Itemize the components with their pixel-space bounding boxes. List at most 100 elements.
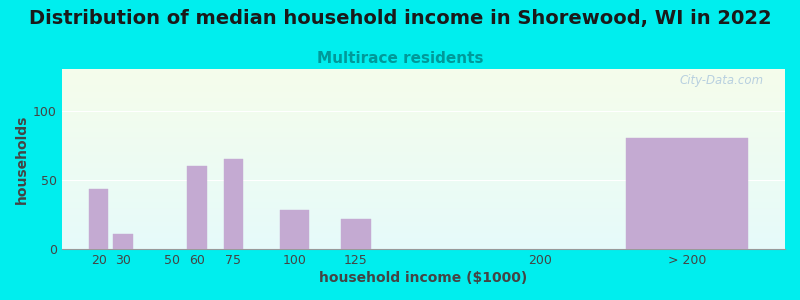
Bar	[62, 245, 785, 247]
Bar	[62, 83, 785, 85]
Bar	[342, 218, 370, 249]
Bar	[62, 71, 785, 73]
Text: Multirace residents: Multirace residents	[317, 51, 483, 66]
Bar	[62, 96, 785, 98]
Bar	[62, 73, 785, 74]
Bar	[62, 186, 785, 188]
Bar	[62, 231, 785, 233]
Bar	[62, 179, 785, 181]
Bar	[62, 143, 785, 145]
Bar	[62, 137, 785, 139]
Bar	[62, 82, 785, 83]
Bar	[62, 150, 785, 152]
Bar	[62, 80, 785, 82]
Bar	[62, 87, 785, 89]
Bar	[62, 168, 785, 170]
Bar	[62, 89, 785, 91]
Bar	[62, 110, 785, 112]
Bar	[62, 235, 785, 236]
Bar	[62, 154, 785, 155]
Bar	[62, 227, 785, 229]
Bar	[62, 76, 785, 78]
Bar	[62, 247, 785, 249]
Bar	[62, 85, 785, 87]
Bar	[62, 78, 785, 80]
Bar	[62, 242, 785, 244]
Bar	[62, 101, 785, 103]
Bar	[62, 184, 785, 186]
Bar	[62, 229, 785, 231]
Bar	[62, 202, 785, 204]
Bar	[62, 173, 785, 175]
Bar	[62, 74, 785, 76]
Bar	[62, 107, 785, 109]
Bar	[62, 103, 785, 105]
Bar	[62, 193, 785, 195]
Bar	[62, 92, 785, 94]
Bar	[62, 145, 785, 146]
Bar	[62, 134, 785, 136]
Bar	[62, 170, 785, 172]
Text: Distribution of median household income in Shorewood, WI in 2022: Distribution of median household income …	[29, 9, 771, 28]
X-axis label: household income ($1000): household income ($1000)	[319, 271, 527, 285]
Bar	[62, 69, 785, 71]
Bar	[62, 123, 785, 125]
Bar	[62, 139, 785, 141]
Bar	[62, 157, 785, 159]
Bar	[62, 146, 785, 148]
Bar	[62, 130, 785, 132]
Bar	[62, 116, 785, 118]
Bar	[62, 190, 785, 191]
Bar	[62, 206, 785, 208]
Bar	[62, 91, 785, 92]
Bar	[62, 177, 785, 179]
Bar	[62, 159, 785, 161]
Bar	[62, 195, 785, 197]
Bar	[62, 119, 785, 121]
Bar	[187, 166, 206, 249]
Bar	[62, 100, 785, 101]
Bar	[114, 234, 133, 249]
Bar	[62, 121, 785, 123]
Bar	[62, 209, 785, 211]
Bar	[62, 148, 785, 150]
Bar	[280, 210, 310, 249]
Bar	[62, 141, 785, 143]
Bar	[62, 215, 785, 217]
Bar	[62, 218, 785, 220]
Text: City-Data.com: City-Data.com	[679, 74, 763, 87]
Bar	[62, 200, 785, 202]
Bar	[62, 114, 785, 116]
Bar	[62, 222, 785, 224]
Bar	[62, 105, 785, 107]
Bar	[62, 188, 785, 190]
Bar	[62, 166, 785, 168]
Bar	[62, 238, 785, 240]
Bar	[62, 217, 785, 218]
Bar	[62, 204, 785, 206]
Bar	[62, 163, 785, 164]
Bar	[62, 199, 785, 200]
Bar	[62, 181, 785, 182]
Bar	[62, 109, 785, 110]
Bar	[626, 138, 748, 249]
Bar	[62, 197, 785, 199]
Bar	[62, 236, 785, 238]
Bar	[62, 136, 785, 137]
Bar	[62, 98, 785, 100]
Bar	[62, 220, 785, 222]
Bar	[62, 172, 785, 173]
Bar	[62, 226, 785, 227]
Bar	[62, 132, 785, 134]
Bar	[62, 191, 785, 193]
Bar	[62, 164, 785, 166]
Bar	[62, 152, 785, 154]
Bar	[62, 128, 785, 130]
Y-axis label: households: households	[15, 114, 29, 204]
Bar	[62, 224, 785, 226]
Bar	[62, 127, 785, 128]
Bar	[62, 155, 785, 157]
Bar	[62, 213, 785, 215]
Bar	[62, 208, 785, 209]
Bar	[89, 189, 109, 249]
